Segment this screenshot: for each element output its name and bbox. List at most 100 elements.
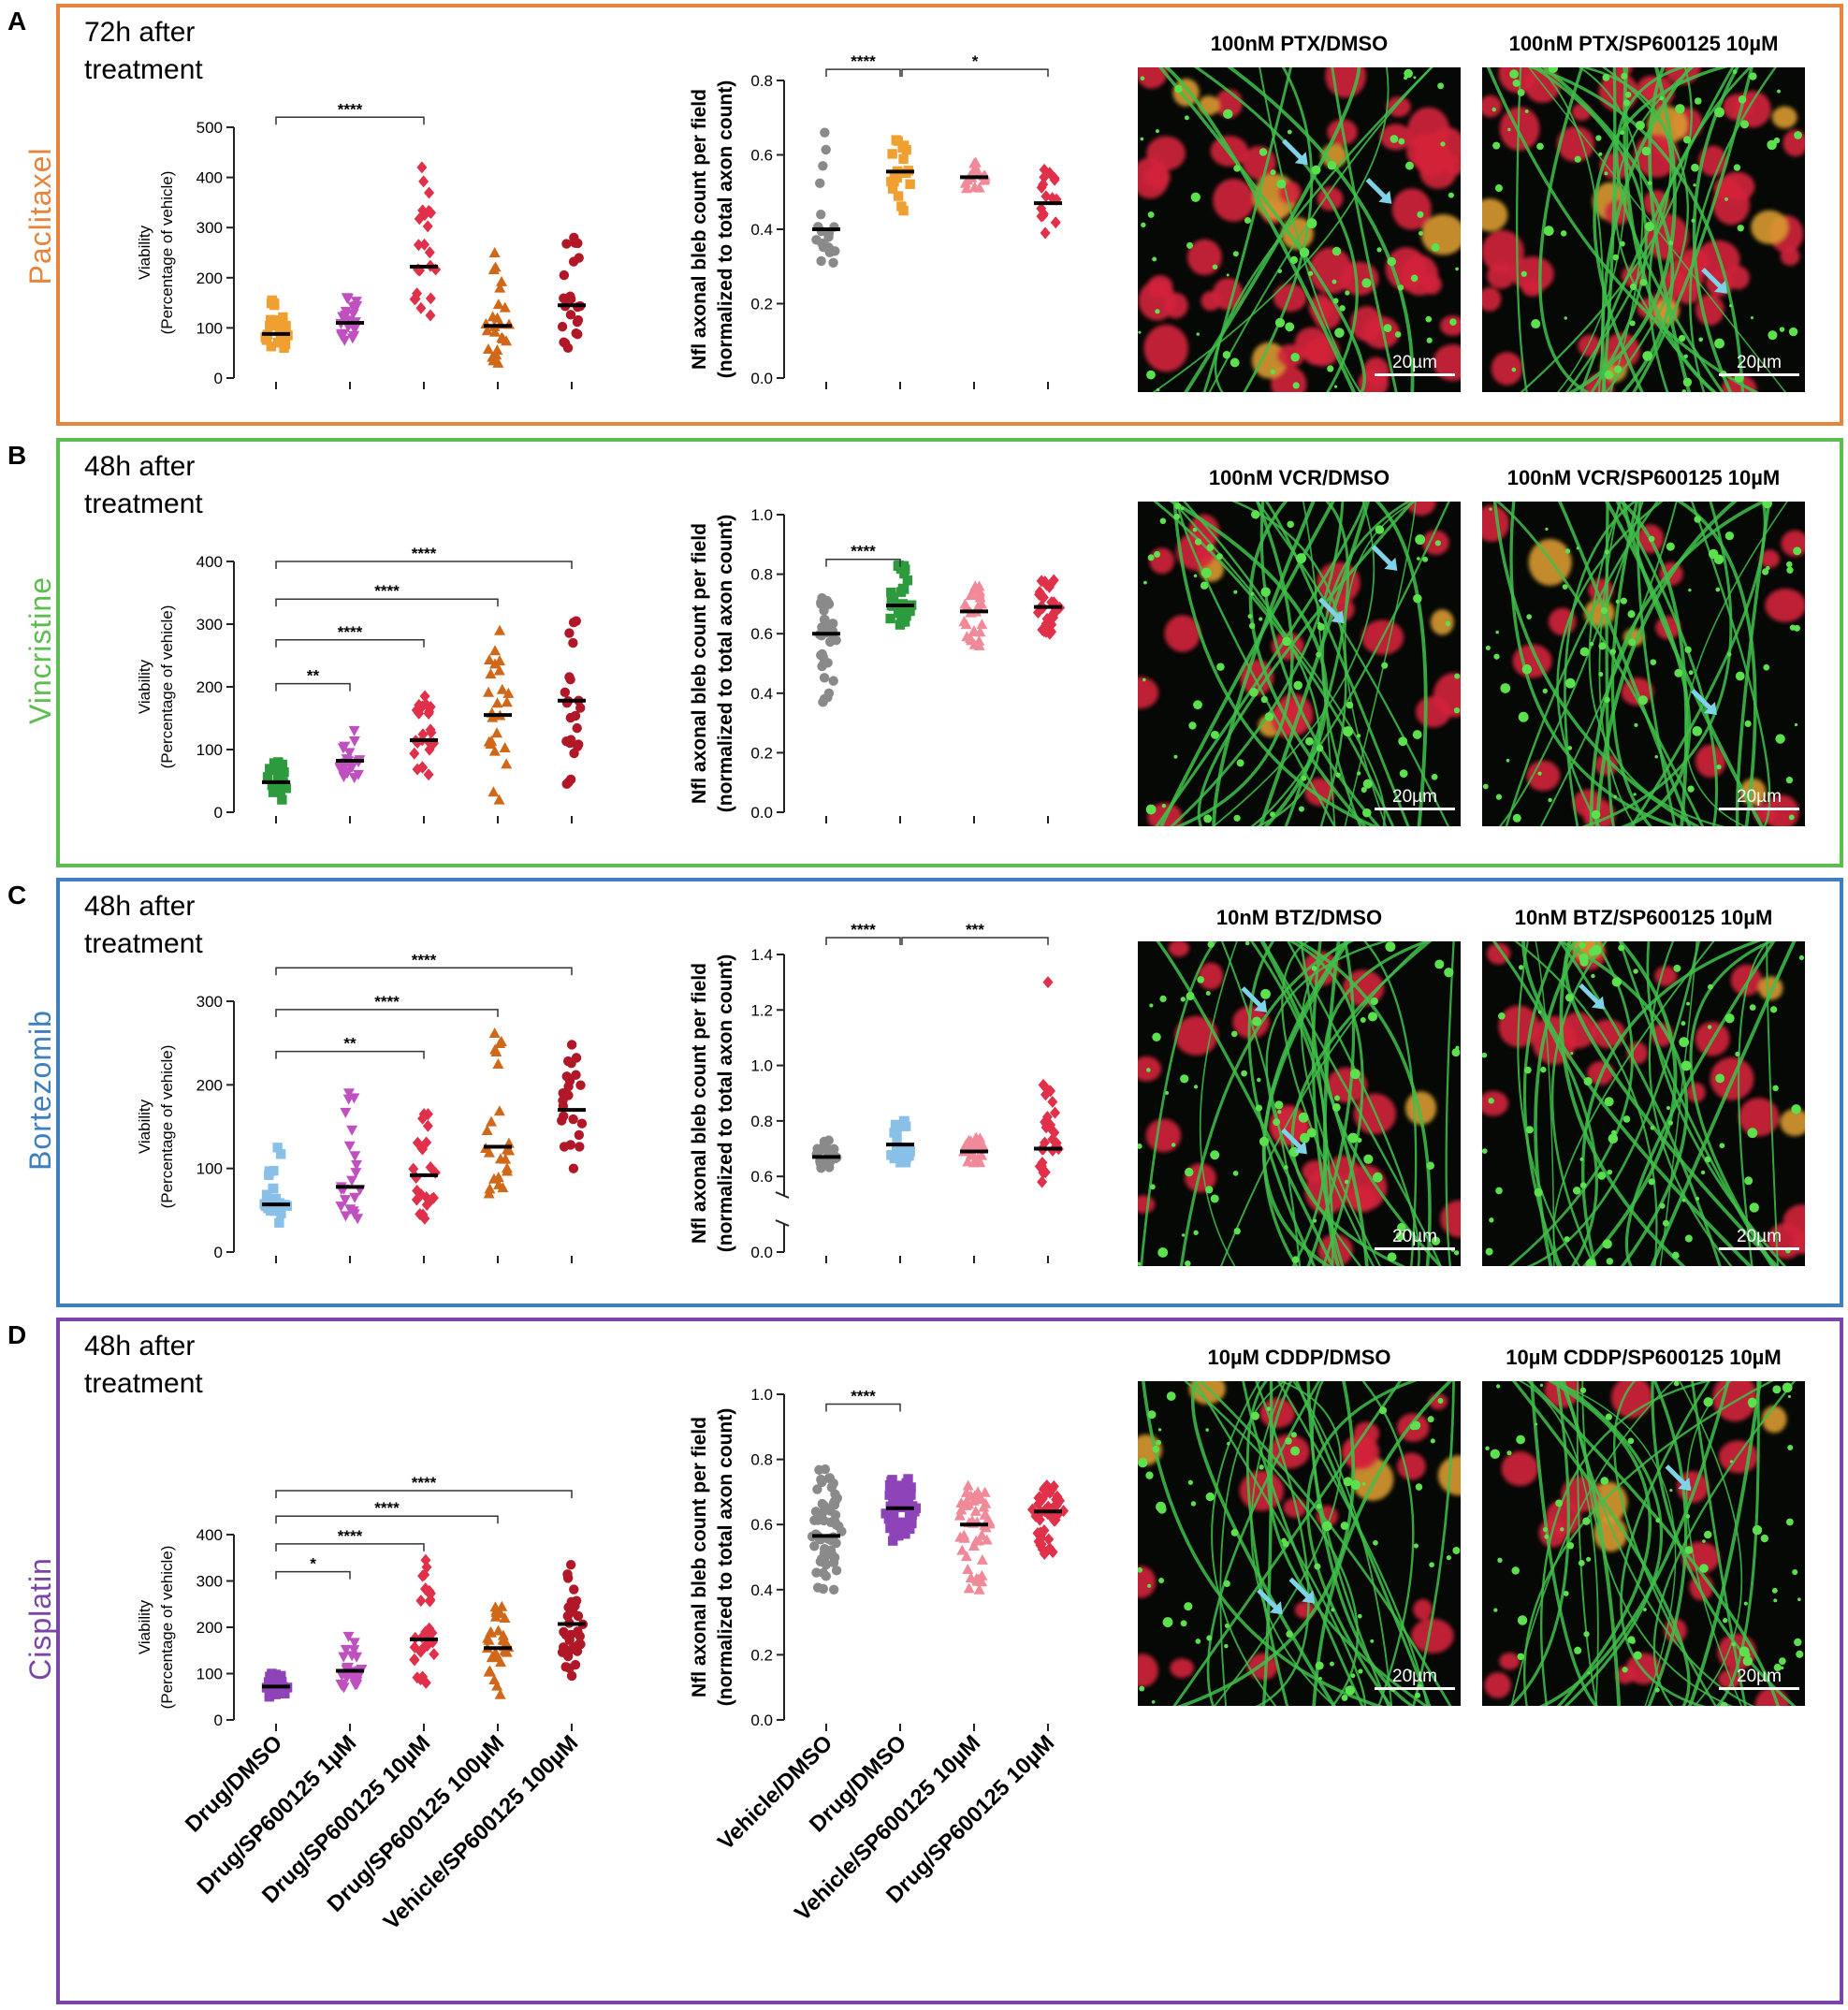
time-label: 72h after [84,17,195,48]
data-point [573,314,584,326]
axon [1155,502,1367,826]
data-point [830,1489,840,1499]
cell-body [1308,247,1353,295]
arrow-icon [1365,178,1392,204]
y-tick-label: 1.4 [750,946,773,964]
axonal-bleb [1413,76,1417,80]
axonal-bleb [1681,1021,1686,1027]
data-point [277,794,287,805]
axon [1676,502,1757,826]
micrograph: 20µm [1138,1381,1461,1706]
axonal-bleb [1673,1381,1680,1387]
data-point [816,255,826,267]
axon [1184,67,1361,392]
axonal-bleb [1356,734,1361,738]
axonal-bleb [1521,270,1527,277]
data-point [976,619,988,630]
data-point [559,1142,570,1152]
axonal-bleb [1622,1667,1628,1673]
panel-c: C 48h after treatment Bortezomib [7,878,1843,1307]
axonal-bleb [1540,1066,1547,1073]
axonal-bleb [1159,995,1167,1003]
axonal-bleb [1180,997,1186,1002]
axonal-bleb [1744,1176,1753,1186]
axonal-bleb [1634,722,1638,727]
data-point [502,1143,514,1155]
axon [1648,941,1733,1266]
data-point [262,772,273,782]
axon [1593,67,1729,392]
axonal-bleb [1629,283,1637,291]
data-point [889,1508,899,1519]
axonal-bleb [1166,1391,1176,1401]
axonal-bleb [1604,370,1614,380]
data-point [899,1493,910,1503]
data-point [338,1652,350,1663]
axonal-bleb [1796,1650,1804,1658]
cell-body [1615,1666,1635,1684]
axonal-bleb [1793,546,1802,556]
data-series-group [557,232,586,354]
axonal-bleb [1397,1222,1406,1232]
axonal-bleb [1489,1217,1494,1223]
significance-bracket: **** [275,1474,573,1498]
cell-body [1433,344,1461,382]
data-point [559,293,569,303]
data-series-group [886,135,915,216]
data-point [565,310,576,320]
axonal-bleb [1317,621,1321,626]
axonal-bleb [1560,1527,1564,1532]
axonal-bleb [1671,1251,1680,1260]
data-point [571,1053,582,1063]
data-point [1044,1486,1055,1499]
axonal-bleb [1782,1382,1793,1393]
cell-body [1346,1185,1377,1213]
axonal-bleb [1537,1010,1542,1014]
data-point [893,136,903,146]
data-point [575,1142,585,1152]
data-point [900,1519,910,1529]
y-tick-label: 0.0 [750,804,773,822]
axon [1538,67,1591,392]
data-point [821,1503,831,1513]
cell-body [1751,210,1789,244]
cell-body [1526,760,1561,792]
axon [1227,67,1415,392]
axonal-bleb [1564,1236,1570,1243]
y-tick-label: 1.0 [750,506,773,524]
y-tick-label: 0 [214,1244,223,1261]
y-tick-label: 400 [196,553,223,571]
axonal-bleb [1331,279,1337,284]
data-point [828,1498,839,1509]
data-point [1047,1095,1058,1108]
axonal-bleb [1155,129,1159,134]
axon [1174,502,1294,826]
axonal-bleb [1574,155,1581,163]
data-point [568,1114,578,1125]
cell-body [1174,1015,1218,1056]
scale-bar-label: 20µm [1737,1227,1782,1246]
data-point [418,175,429,188]
data-point [270,1669,281,1680]
image-title: 100nM PTX/DMSO [1211,32,1388,55]
data-point [420,698,431,711]
axonal-bleb [1579,957,1589,967]
axonal-bleb [1138,1143,1142,1149]
data-point [274,772,285,782]
data-point [887,149,897,159]
axon [1375,502,1428,826]
axonal-bleb [1666,542,1675,551]
axon [1288,941,1364,1266]
data-series-group [880,1474,922,1546]
data-point [893,191,904,201]
axonal-bleb [1682,136,1692,144]
axon [1523,1381,1774,1706]
data-point [1040,226,1051,240]
data-point [413,239,424,252]
axon [1520,67,1693,392]
axonal-bleb [1206,544,1215,552]
axonal-bleb [1360,1017,1366,1024]
y-axis: 0 100 200 300 400 [196,553,235,822]
axonal-bleb [1742,1655,1753,1667]
cell-body [1765,589,1805,622]
